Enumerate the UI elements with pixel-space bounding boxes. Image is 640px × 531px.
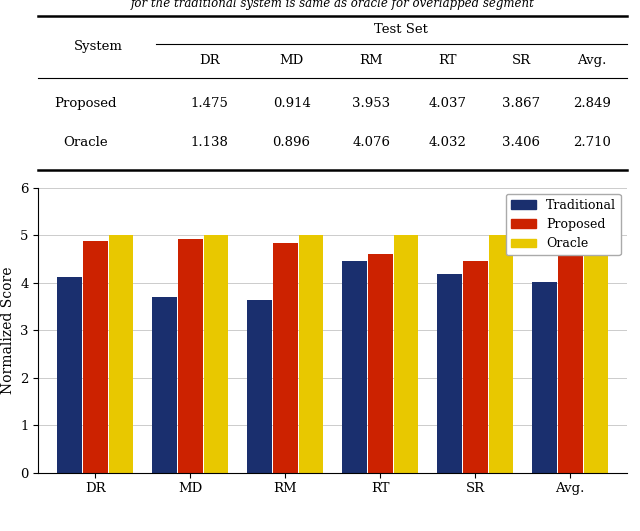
Text: 4.032: 4.032 [429,136,467,149]
Bar [558,247,582,473]
Text: RM: RM [359,54,383,67]
Text: RT: RT [438,54,457,67]
Text: Oracle: Oracle [63,136,108,149]
Bar [299,235,323,473]
Bar [178,239,203,473]
Bar [584,235,608,473]
Bar [83,241,108,473]
Bar [152,297,177,473]
Bar [247,300,272,473]
Text: 2.710: 2.710 [573,136,611,149]
Text: 3.867: 3.867 [502,97,540,110]
Text: SR: SR [511,54,531,67]
Bar [273,243,298,473]
Text: 0.896: 0.896 [273,136,310,149]
Bar [204,235,228,473]
Bar [437,275,462,473]
Text: 3.953: 3.953 [352,97,390,110]
Legend: Traditional, Proposed, Oracle: Traditional, Proposed, Oracle [506,194,621,255]
Text: 4.076: 4.076 [352,136,390,149]
Text: 3.406: 3.406 [502,136,540,149]
Text: DR: DR [199,54,220,67]
Bar [58,277,82,473]
Text: System: System [74,40,123,53]
Y-axis label: Normalized Score: Normalized Score [1,267,15,394]
Text: 2.849: 2.849 [573,97,611,110]
Text: MD: MD [280,54,304,67]
Text: Avg.: Avg. [577,54,607,67]
Text: 4.037: 4.037 [429,97,467,110]
Text: 1.475: 1.475 [190,97,228,110]
Text: 0.914: 0.914 [273,97,310,110]
Bar [342,261,367,473]
Text: Test Set: Test Set [374,23,428,36]
Text: 1.138: 1.138 [190,136,228,149]
Bar [488,235,513,473]
Bar [394,235,419,473]
Text: for the traditional system is same as oracle for overlapped segment: for the traditional system is same as or… [131,0,535,10]
Bar [532,282,557,473]
Bar [463,261,488,473]
Bar [368,254,392,473]
Text: Proposed: Proposed [54,97,116,110]
Bar [109,235,133,473]
